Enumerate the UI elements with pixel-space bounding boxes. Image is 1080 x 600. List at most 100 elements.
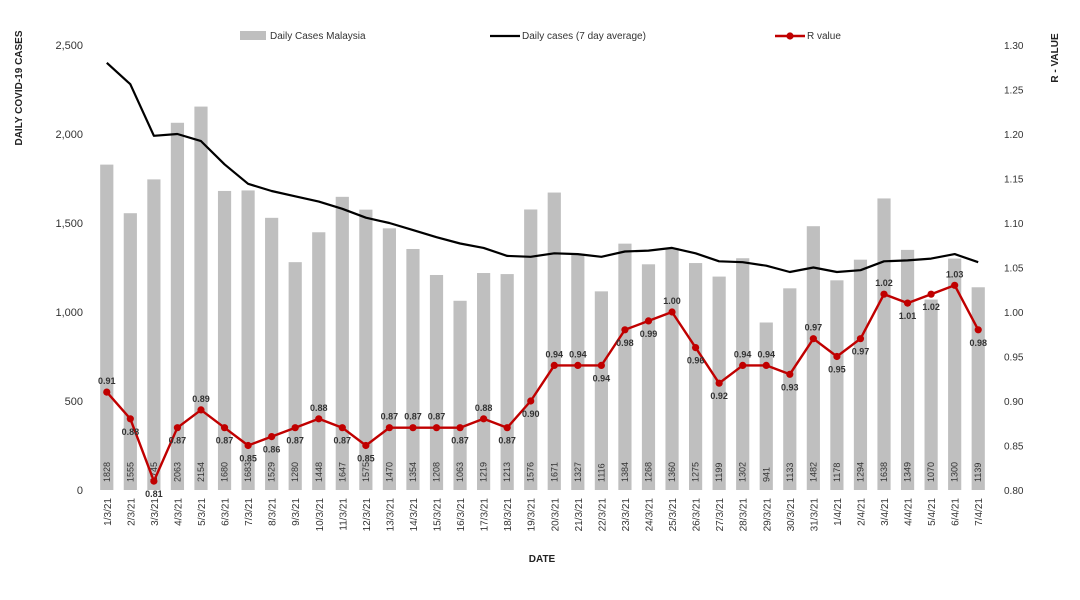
r-point-7/3/21: [244, 441, 252, 450]
r-value-label: 0.93: [781, 382, 799, 392]
bar-value-label: 1199: [714, 463, 724, 482]
r-value-label: 0.85: [239, 454, 257, 464]
bar-18/3/21: [500, 274, 514, 490]
bar-value-label: 1638: [879, 462, 889, 482]
bar-value-label: 1680: [220, 462, 230, 482]
avg-line: [106, 61, 979, 274]
x-tick: 6/3/21: [221, 498, 232, 526]
r-point-13/3/21: [385, 424, 394, 432]
bar-31/3/21: [806, 226, 820, 491]
bar-11/3/21: [335, 196, 349, 491]
axes: 0 500 1,000 1,500 2,000 2,500 0.80 0.85 0.90 0.95…: [14, 30, 1061, 565]
r-point-5/3/21: [197, 406, 205, 414]
legend-marker-r: [786, 32, 794, 40]
r-point-10/3/21: [315, 415, 323, 423]
x-tick: 5/3/21: [197, 498, 208, 526]
r-point-9/3/21: [291, 424, 299, 432]
r-point-8/3/21: [268, 433, 276, 441]
x-tick: 28/3/21: [739, 498, 750, 532]
y-left-tick: 0: [77, 485, 83, 497]
r-point-23/3/21: [621, 326, 629, 334]
avg-line-series: [106, 61, 979, 274]
bar-value-label: 1139: [973, 463, 983, 482]
r-point-1/3/21: [103, 388, 111, 396]
x-tick: 1/4/21: [833, 498, 844, 526]
bar-3/3/21: [147, 179, 161, 490]
x-tick: 2/3/21: [126, 498, 137, 526]
bar-value-label: 1294: [855, 462, 865, 482]
r-value-label: 0.94: [734, 349, 752, 359]
x-tick: 5/4/21: [927, 498, 938, 526]
y-right-tick: 0.90: [1004, 397, 1024, 408]
y-left-tick: 2,000: [55, 129, 83, 141]
x-tick: 19/3/21: [527, 498, 538, 532]
r-value-label: 1.01: [899, 311, 917, 321]
x-tick: 15/3/21: [433, 498, 444, 532]
r-point-3/4/21: [880, 290, 888, 298]
x-tick: 11/3/21: [338, 498, 349, 531]
bar-19/3/21: [524, 209, 538, 491]
bar-value-label: 1470: [384, 462, 394, 482]
bar-value-label: 1275: [691, 462, 701, 482]
x-tick: 29/3/21: [762, 498, 773, 532]
bar-value-label: 1133: [785, 463, 795, 482]
r-point-4/3/21: [173, 424, 182, 432]
x-tick: 21/3/21: [574, 498, 585, 532]
y-right-tick: 1.20: [1004, 130, 1024, 141]
bar-16/3/21: [453, 300, 467, 490]
r-point-7/4/21: [974, 326, 982, 334]
bar-20/3/21: [547, 192, 561, 490]
bar-7/4/21: [971, 287, 985, 490]
r-value-series: 0.91 0.88 0.81 0.87 0.89 0.87 0.85 0.86 0.87 0.88…: [98, 269, 987, 499]
bar-value-label: 2063: [172, 462, 182, 482]
r-point-27/3/21: [715, 379, 723, 387]
r-point-25/3/21: [668, 308, 676, 316]
bar-value-label: 1063: [455, 462, 465, 482]
x-tick: 30/3/21: [786, 498, 797, 532]
y-right-tick: 1.10: [1004, 219, 1024, 230]
bar-value-label: 1448: [314, 462, 324, 482]
bar-8/3/21: [265, 217, 279, 490]
r-value-label: 0.99: [640, 329, 658, 339]
bar-value-label: 1575: [361, 462, 371, 482]
bar-29/3/21: [759, 322, 773, 490]
r-value-label: 0.98: [616, 338, 634, 348]
r-value-label: 0.92: [710, 391, 728, 401]
x-tick: 26/3/21: [692, 498, 703, 532]
r-point-12/3/21: [362, 441, 370, 450]
bar-value-label: 1384: [620, 462, 630, 482]
bar-2/4/21: [853, 259, 868, 490]
legend: Daily Cases Malaysia Daily cases (7 day a…: [240, 31, 841, 42]
bar-value-label: 1683: [243, 462, 253, 482]
bar-value-label: 1745: [149, 462, 159, 482]
bar-7/3/21: [241, 190, 255, 490]
bar-value-label: 1828: [102, 462, 112, 482]
r-point-17/3/21: [480, 415, 488, 423]
x-tick: 31/3/21: [809, 498, 820, 532]
r-value-label: 0.94: [757, 349, 775, 359]
r-value-label: 1.03: [946, 269, 964, 279]
bar-6/4/21: [948, 258, 962, 490]
bar-label-group: 1828 1555 1745 2063 2154 1680 1683 1529 1280 1448…: [102, 462, 983, 482]
bar-value-label: 1576: [526, 462, 536, 482]
r-point-22/3/21: [597, 361, 605, 369]
x-tick: 24/3/21: [644, 498, 655, 532]
bar-21/3/21: [571, 253, 585, 490]
r-point-2/4/21: [856, 335, 865, 343]
bar-28/3/21: [736, 258, 750, 490]
r-value-label: 0.94: [593, 373, 611, 383]
r-value-label: 0.96: [687, 356, 705, 366]
bar-10/3/21: [312, 232, 326, 491]
y-left-tick: 1,500: [55, 218, 83, 230]
r-value-label: 1.02: [875, 278, 893, 288]
r-value-line: [105, 284, 980, 483]
bar-30/3/21: [783, 288, 797, 490]
x-tick: 9/3/21: [291, 498, 302, 526]
x-tick: 7/3/21: [244, 498, 255, 526]
r-value-label: 0.88: [122, 427, 140, 437]
bar-5/4/21: [924, 299, 938, 490]
r-value-label: 0.87: [451, 436, 469, 446]
bar-13/3/21: [382, 228, 397, 490]
x-tick: 2/4/21: [856, 498, 867, 526]
